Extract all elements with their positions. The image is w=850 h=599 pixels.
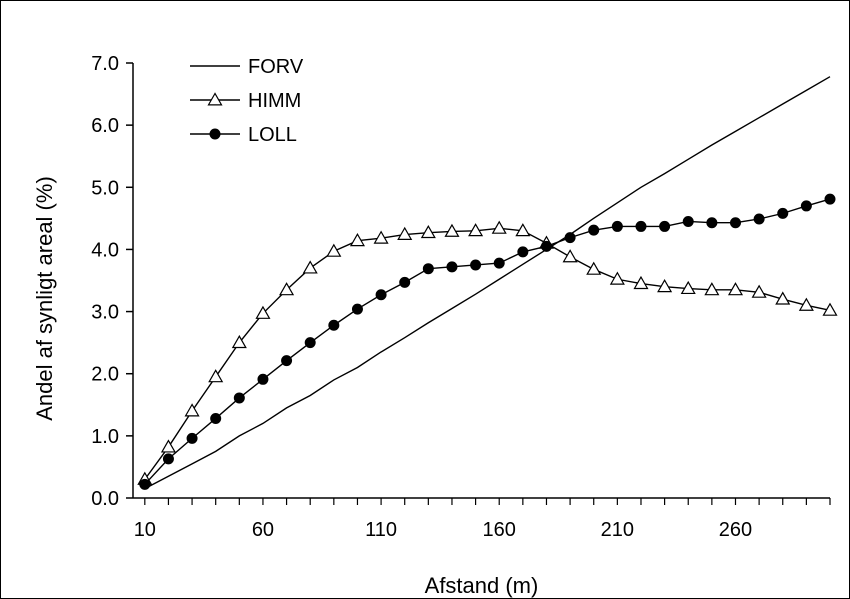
data-point-himm <box>680 280 696 295</box>
series-line-forv <box>144 76 831 490</box>
data-point-loll <box>139 478 151 490</box>
data-point-loll <box>493 257 505 269</box>
data-point-loll <box>281 355 293 367</box>
data-point-himm <box>562 249 578 263</box>
data-point-himm <box>255 305 271 319</box>
y-tick-label: 1.0 <box>91 426 119 448</box>
y-tick-label: 5.0 <box>91 177 119 199</box>
data-point-loll <box>564 232 576 244</box>
data-point-loll <box>233 392 245 404</box>
data-point-himm <box>822 302 838 316</box>
data-point-loll <box>328 319 340 331</box>
data-point-himm <box>609 271 625 285</box>
x-tick-label: 210 <box>601 519 634 541</box>
x-tick-label: 260 <box>719 519 752 541</box>
data-point-loll <box>800 200 812 212</box>
y-tick-label: 4.0 <box>91 239 119 261</box>
data-point-loll <box>446 261 458 273</box>
data-point-himm <box>751 284 767 298</box>
y-tick-label: 6.0 <box>91 115 119 137</box>
data-point-himm <box>586 261 602 275</box>
data-point-himm <box>302 260 318 274</box>
series-loll <box>139 193 836 490</box>
legend: FORV HIMM LOLL <box>190 56 304 146</box>
data-point-himm <box>657 279 673 293</box>
data-point-himm <box>208 369 224 383</box>
series-forv <box>144 76 831 490</box>
data-point-himm <box>349 233 365 247</box>
data-point-himm <box>326 243 342 257</box>
series-layer <box>137 76 838 490</box>
data-point-himm <box>491 220 507 234</box>
x-tick-label: 10 <box>134 519 156 541</box>
data-point-loll <box>470 259 482 271</box>
data-point-loll <box>611 220 623 232</box>
legend-label-forv: FORV <box>248 56 304 78</box>
series-himm <box>137 220 838 485</box>
y-tick-label: 0.0 <box>91 488 119 510</box>
data-point-loll <box>588 224 600 236</box>
data-point-himm <box>633 275 649 290</box>
data-point-loll <box>399 276 411 288</box>
data-point-loll <box>422 263 434 275</box>
x-axis-title: Afstand (m) <box>425 573 539 598</box>
data-point-himm <box>515 223 531 237</box>
data-point-himm <box>727 282 744 296</box>
legend-label-himm: HIMM <box>248 90 301 112</box>
data-point-himm <box>468 223 484 237</box>
data-point-loll <box>753 213 765 225</box>
legend-marker-himm <box>207 92 223 106</box>
data-point-loll <box>517 246 529 258</box>
series-line-loll <box>144 198 831 485</box>
y-tick-label: 2.0 <box>91 364 119 386</box>
legend-item-forv: FORV <box>190 56 304 78</box>
y-tick-label: 7.0 <box>91 53 119 75</box>
data-point-himm <box>444 223 460 237</box>
data-point-himm <box>775 291 791 305</box>
series-line-himm <box>144 227 831 480</box>
data-point-himm <box>231 334 247 349</box>
data-point-loll <box>635 220 647 232</box>
axes <box>126 62 831 505</box>
data-point-himm <box>184 403 200 417</box>
data-point-loll <box>304 337 316 349</box>
data-point-loll <box>162 453 174 465</box>
data-point-loll <box>351 303 363 315</box>
data-point-loll <box>659 220 671 232</box>
x-tick-label: 110 <box>365 519 397 541</box>
data-point-himm <box>373 230 389 244</box>
data-point-loll <box>257 373 269 385</box>
legend-item-himm: HIMM <box>190 90 301 112</box>
legend-marker-loll <box>209 128 221 140</box>
x-tick-label: 160 <box>483 519 516 541</box>
data-point-himm <box>279 282 295 296</box>
data-point-himm <box>420 224 436 239</box>
y-tick-label: 3.0 <box>91 302 119 324</box>
data-point-loll <box>210 412 222 424</box>
data-point-himm <box>704 282 720 296</box>
data-point-himm <box>160 439 176 453</box>
y-axis-title: Andel af synligt areal (%) <box>32 176 57 421</box>
data-point-loll <box>682 215 694 227</box>
data-point-loll <box>729 217 741 229</box>
data-point-loll <box>375 289 387 301</box>
legend-label-loll: LOLL <box>248 124 297 146</box>
legend-item-loll: LOLL <box>190 124 297 146</box>
data-point-loll <box>186 432 198 444</box>
data-point-himm <box>397 226 413 240</box>
data-point-loll <box>824 193 836 205</box>
data-point-himm <box>798 297 814 311</box>
data-point-loll <box>540 240 552 252</box>
tick-labels: 0.0 1.0 2.0 3.0 4.0 5.0 6.0 7.0 10 60 110 160 210 260 <box>91 53 752 541</box>
data-point-loll <box>777 207 789 219</box>
x-tick-label: 60 <box>252 519 274 541</box>
data-point-loll <box>706 217 718 229</box>
